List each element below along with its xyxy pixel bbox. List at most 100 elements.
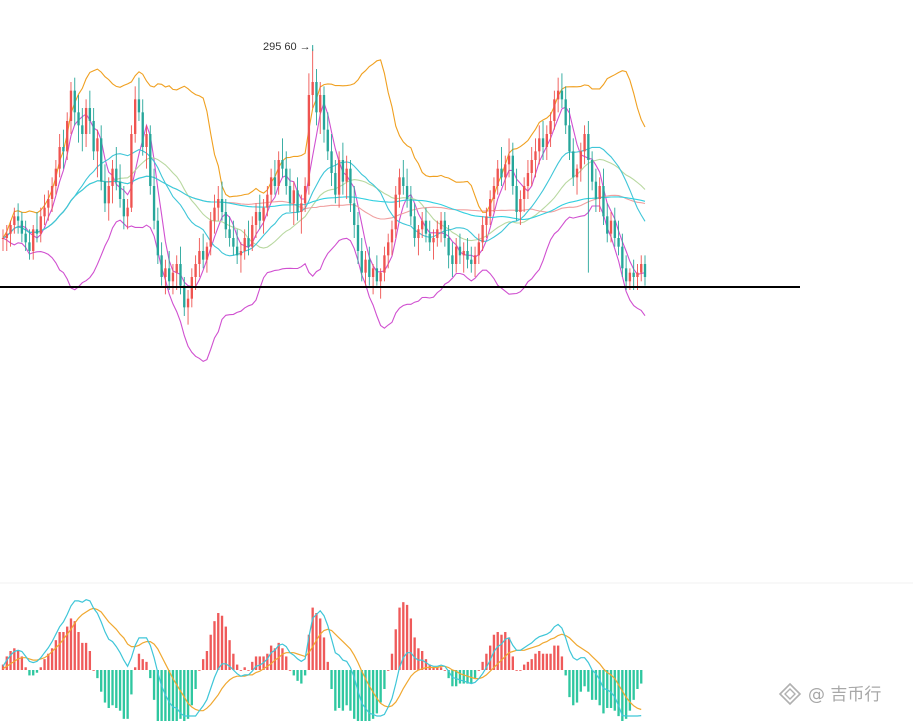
macd-bar [583,670,586,687]
macd-bar [167,670,171,721]
candle [100,125,103,191]
candle [572,138,575,186]
macd-bar [5,656,8,670]
candle [258,194,261,230]
candle [609,212,613,243]
macd-bar [560,656,564,670]
macd-bar [368,670,371,721]
candle [394,186,397,238]
candle [149,125,152,195]
candle [141,99,144,156]
macd-bar [481,661,484,670]
macd-bar [228,640,231,670]
macd-bar [235,664,239,670]
candle [481,216,484,251]
macd-bar [288,670,292,671]
candle [579,142,582,182]
macd-bar [590,670,594,700]
macd-bar [477,670,481,671]
candle [145,125,148,169]
candle [175,255,178,290]
candle [368,246,371,286]
candle [254,203,258,238]
candle [455,238,458,273]
macd-bar [16,651,20,670]
candle [62,129,65,169]
candle [519,190,522,225]
candle [443,212,447,247]
candle [32,225,35,260]
candle [624,255,628,290]
boll-middle-line [2,146,646,257]
candle [164,259,167,295]
macd-bar [621,670,624,721]
candle [345,155,348,199]
macd-bar [224,626,227,670]
candle [107,177,110,221]
binance-diamond-icon [778,682,802,706]
candle [43,194,46,225]
macd-bar [28,670,31,676]
candle [515,168,518,221]
macd-bar [9,651,12,670]
macd-bar [417,648,420,670]
candlestick-series [1,49,647,325]
macd-bar [258,656,261,670]
macd-bar [519,670,522,671]
candle [402,160,405,195]
candle [522,177,526,212]
macd-bar [266,653,269,670]
macd-bar [485,653,488,670]
macd-bar [337,670,341,708]
macd-bar [587,670,590,692]
macd-bar [130,670,133,695]
macd-bar [387,670,390,671]
macd-bar [84,642,88,670]
candle [152,168,156,230]
macd-bar [319,618,322,670]
macd-bar [500,634,503,670]
candle [428,220,431,251]
candle [307,73,311,195]
candle [69,82,73,134]
macd-bar [617,670,620,717]
macd-bar [20,656,24,670]
macd-bar [96,670,99,679]
candle [417,225,420,256]
candle [598,177,601,212]
macd-bar [156,670,160,721]
macd-bar [300,670,303,684]
candle [621,233,624,277]
candle [387,233,390,269]
macd-bar [24,667,27,670]
macd-bar [54,640,58,670]
macd-bar [394,629,397,670]
macd-bar [349,670,352,711]
ma30-line [2,157,646,249]
candle [224,199,227,238]
macd-bar [103,670,107,703]
macd-bar [341,670,345,711]
macd-bar [69,618,73,670]
macd-bar [315,613,318,670]
macd-bar [285,656,288,670]
macd-bar [205,651,209,670]
bollinger-bands [2,59,646,363]
candle [47,190,50,221]
candle [160,242,163,286]
macd-bar [364,670,367,721]
candle [247,220,250,256]
macd-bar [594,670,598,700]
candle [356,212,360,264]
macd-bar [62,632,65,670]
macd-bar [213,621,216,670]
macd-panel [1,599,643,721]
macd-bar [145,661,148,670]
macd-bar [322,637,326,670]
macd-bar [609,670,613,708]
macd-bar [171,670,175,721]
macd-bar [568,670,571,698]
candle [126,199,129,230]
macd-bar [432,667,435,670]
candle [322,86,326,143]
